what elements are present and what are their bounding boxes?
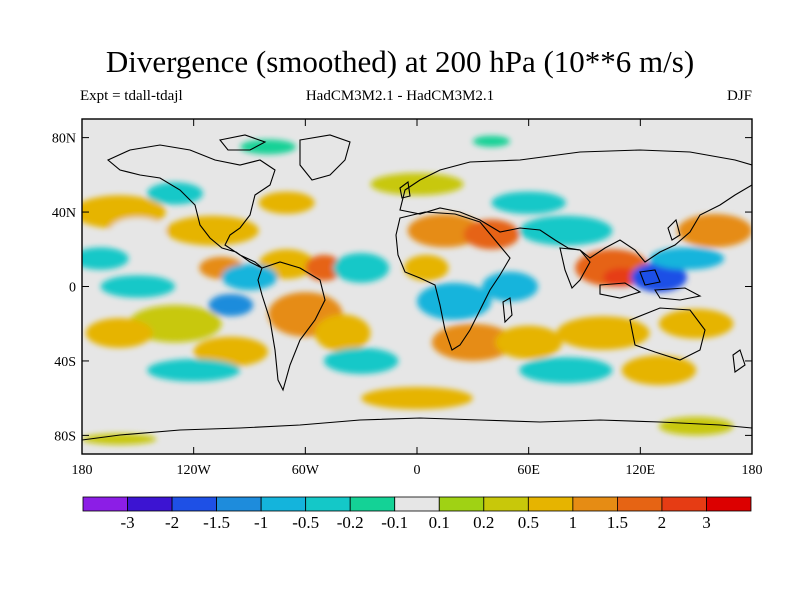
lon-tick-label: 60W	[292, 463, 320, 478]
field-anomaly	[649, 247, 725, 270]
colorbar-swatch	[349, 496, 396, 512]
field-anomaly	[407, 213, 483, 248]
field-anomaly	[165, 215, 259, 246]
colorbar-swatch	[483, 496, 529, 512]
lat-tick-label: 40N	[52, 206, 76, 221]
map-title: Divergence (smoothed) at 200 hPa (10**6 …	[105, 44, 695, 79]
field-anomaly	[361, 387, 473, 410]
colorbar-swatch	[438, 496, 485, 512]
colorbar-swatch	[260, 496, 307, 512]
field-anomaly	[305, 254, 343, 281]
colorbar: -3 -2 -1.5 -1 -0.5 -0.2 -0.1 0.1 0.2 0.5 1 1.5 2 3	[82, 496, 752, 532]
lat-tick-label: 0	[69, 281, 76, 296]
lon-tick-label: 120W	[177, 463, 212, 478]
field-anomaly	[677, 213, 752, 248]
lon-tick-label: 180	[72, 463, 93, 478]
lat-tick-label: 40S	[54, 355, 76, 370]
field-anomaly	[417, 282, 492, 320]
colorbar-label: 1	[569, 513, 578, 532]
colorbar-label: -1.5	[203, 513, 230, 532]
field-anomaly	[258, 191, 315, 214]
field-anomaly	[431, 323, 514, 361]
experiment-label: Expt = tdall-tdajl	[80, 88, 183, 104]
coastlines	[82, 134, 752, 441]
colorbar-swatch	[661, 496, 707, 512]
field-anomaly	[472, 135, 511, 147]
lat-tick-label: 80N	[52, 132, 76, 147]
field-anomaly	[85, 318, 153, 348]
field-anomaly	[370, 172, 464, 196]
field-anomaly	[333, 253, 390, 283]
field-anomaly	[463, 219, 520, 250]
field-anomaly	[603, 267, 641, 287]
field-anomaly	[240, 139, 297, 155]
colorbar-label: -1	[254, 513, 268, 532]
field-anomaly	[147, 182, 203, 205]
field-anomaly	[109, 217, 166, 244]
colorbar-swatch	[527, 496, 574, 512]
field-anomaly	[323, 347, 399, 374]
field-anomaly	[147, 359, 241, 382]
colorbar-swatch	[171, 496, 217, 512]
field-anomaly	[193, 336, 269, 367]
lon-tick-label: 0	[414, 463, 421, 478]
colorbar-label: -0.5	[292, 513, 319, 532]
field-anomaly	[100, 275, 176, 298]
field-anomaly	[314, 314, 371, 352]
colorbar-swatch	[394, 496, 440, 512]
field-anomaly	[491, 191, 566, 214]
colorbar-swatch	[216, 496, 262, 512]
colorbar-swatch	[305, 496, 351, 512]
colorbar-swatch	[706, 496, 752, 512]
colorbar-label: 2	[658, 513, 667, 532]
colorbar-label: 0.5	[518, 513, 539, 532]
colorbar-label: 0.1	[429, 513, 450, 532]
colorbar-swatch	[617, 496, 663, 512]
lat-tick-label: 80S	[54, 429, 76, 444]
longitude-axis: 180 120W 60W 0 60E 120E 180	[72, 119, 763, 478]
lon-tick-label: 120E	[626, 463, 656, 478]
field-anomaly	[519, 357, 613, 384]
colorbar-label: -0.1	[381, 513, 408, 532]
colorbar-label: -0.2	[337, 513, 364, 532]
field-anomaly	[221, 264, 278, 291]
lon-tick-label: 60E	[517, 463, 540, 478]
field-anomaly	[519, 215, 613, 246]
divergence-field	[82, 135, 752, 445]
season-label: DJF	[726, 88, 752, 104]
colorbar-label: 3	[702, 513, 711, 532]
field-anomaly	[208, 293, 254, 317]
colorbar-label: 1.5	[607, 513, 628, 532]
colorbar-swatch	[127, 496, 173, 512]
colorbar-label: -3	[120, 513, 134, 532]
field-anomaly	[658, 308, 734, 339]
field-anomaly	[482, 271, 538, 302]
colorbar-label: -2	[165, 513, 179, 532]
models-label: HadCM3M2.1 - HadCM3M2.1	[305, 88, 495, 104]
latitude-axis: 80N 40N 0 40S 80S	[52, 132, 752, 444]
lon-tick-label: 180	[742, 463, 763, 478]
field-anomaly	[495, 325, 563, 360]
field-anomaly	[658, 416, 734, 436]
field-anomaly	[403, 254, 449, 281]
colorbar-swatch	[82, 496, 128, 512]
field-anomaly	[82, 433, 157, 445]
colorbar-swatch	[572, 496, 618, 512]
field-anomaly	[621, 355, 697, 386]
field-anomaly	[556, 316, 650, 350]
field-anomaly	[82, 247, 129, 270]
colorbar-label: 0.2	[473, 513, 494, 532]
